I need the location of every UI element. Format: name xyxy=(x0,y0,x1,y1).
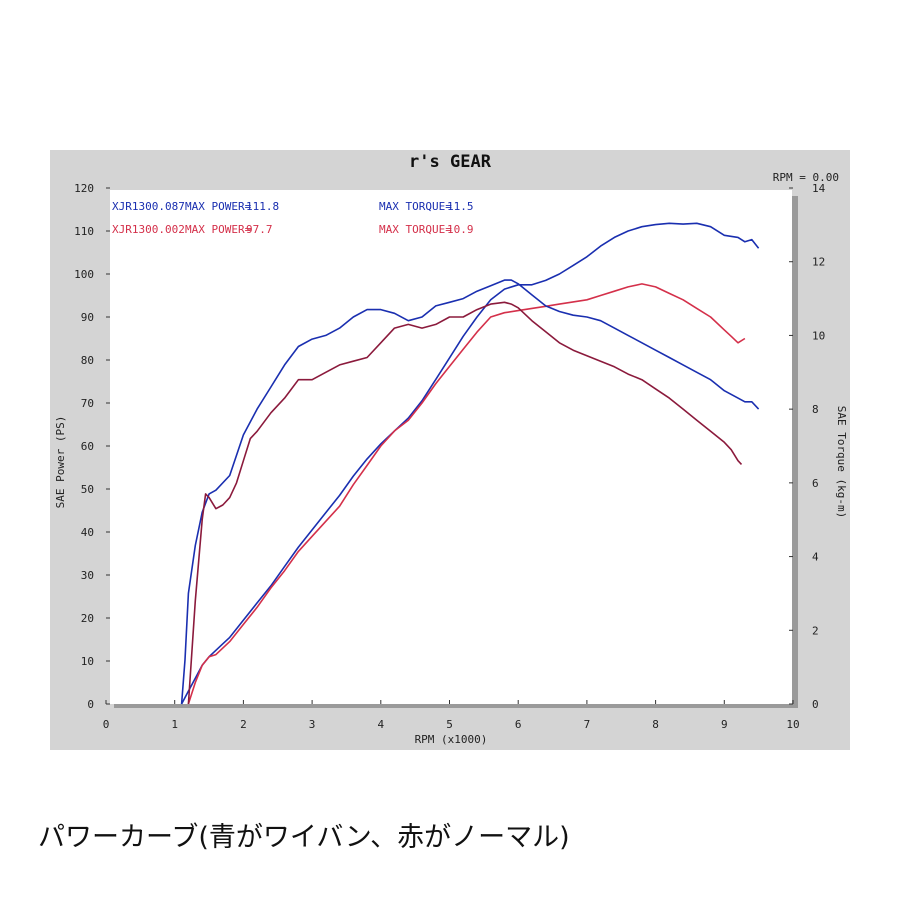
power-curve-xjr1300-002 xyxy=(187,283,746,705)
legend-power-label: MAX POWER= xyxy=(185,200,252,213)
x-tick-label: 4 xyxy=(377,718,384,731)
x-tick-label: 0 xyxy=(103,718,110,731)
y-axis-left-label: SAE Power (PS) xyxy=(54,416,67,509)
y-right-tick-label: 10 xyxy=(812,329,825,342)
y-axis-right-label: SAE Torque (kg-m) xyxy=(835,406,848,519)
legend-torque-label: MAX TORQUE= xyxy=(379,200,452,213)
plot-area-shadow-bottom xyxy=(114,704,798,708)
y-right-tick-label: 4 xyxy=(812,551,819,564)
legend-power-value: 111.8 xyxy=(246,200,279,213)
y-left-tick-label: 90 xyxy=(81,311,94,324)
y-axis-left: 0 10 20 30 40 50 60 70 80 90 100 110 120 xyxy=(74,182,110,711)
x-tick-label: 1 xyxy=(171,718,178,731)
x-tick-label: 8 xyxy=(652,718,659,731)
x-tick-label: 6 xyxy=(515,718,522,731)
dyno-chart-panel: r's GEAR RPM = 0.00 RPM (x1000) SAE Powe… xyxy=(50,150,850,750)
y-left-tick-label: 0 xyxy=(87,698,94,711)
y-right-tick-label: 8 xyxy=(812,403,819,416)
y-left-tick-label: 30 xyxy=(81,569,94,582)
legend-power-value: 97.7 xyxy=(246,223,273,236)
x-axis: 0 1 2 3 4 5 6 7 8 9 10 xyxy=(103,700,800,731)
caption: パワーカーブ(青がワイバン、赤がノーマル) xyxy=(38,822,570,853)
y-right-tick-label: 0 xyxy=(812,698,819,711)
y-left-tick-label: 70 xyxy=(81,397,94,410)
y-left-tick-label: 60 xyxy=(81,440,94,453)
y-right-tick-label: 14 xyxy=(812,182,826,195)
y-left-tick-label: 80 xyxy=(81,354,94,367)
y-left-tick-label: 110 xyxy=(74,225,94,238)
legend-run-name: XJR1300.002 xyxy=(112,223,185,236)
y-left-tick-label: 10 xyxy=(81,655,94,668)
y-right-tick-label: 12 xyxy=(812,256,825,269)
y-left-tick-label: 100 xyxy=(74,268,94,281)
legend-torque-value: 10.9 xyxy=(447,223,474,236)
dyno-chart: r's GEAR RPM = 0.00 RPM (x1000) SAE Powe… xyxy=(54,152,848,746)
plot-area xyxy=(110,190,792,704)
x-tick-label: 7 xyxy=(584,718,591,731)
y-right-tick-label: 2 xyxy=(812,624,819,637)
legend-torque-value: 11.5 xyxy=(447,200,474,213)
y-left-tick-label: 50 xyxy=(81,483,94,496)
y-left-tick-label: 40 xyxy=(81,526,94,539)
x-tick-label: 10 xyxy=(786,718,799,731)
x-tick-label: 3 xyxy=(309,718,316,731)
rpm-readout: RPM = 0.00 xyxy=(773,171,839,184)
legend-run-name: XJR1300.087 xyxy=(112,200,185,213)
legend-power-label: MAX POWER= xyxy=(185,223,252,236)
chart-title: r's GEAR xyxy=(409,152,492,172)
plot-area-shadow-right xyxy=(792,196,798,708)
legend: XJR1300.087 MAX POWER= 111.8 MAX TORQUE=… xyxy=(112,200,474,236)
torque-curve-xjr1300-087 xyxy=(180,279,760,705)
x-tick-label: 2 xyxy=(240,718,247,731)
y-left-tick-label: 20 xyxy=(81,612,94,625)
curves xyxy=(180,222,760,705)
y-left-tick-label: 120 xyxy=(74,182,94,195)
y-axis-right: 0 2 4 6 8 10 12 14 xyxy=(789,182,826,711)
x-tick-label: 5 xyxy=(446,718,453,731)
power-curve-xjr1300-087 xyxy=(180,222,760,705)
x-axis-label: RPM (x1000) xyxy=(415,733,488,746)
legend-torque-label: MAX TORQUE= xyxy=(379,223,452,236)
x-tick-label: 9 xyxy=(721,718,728,731)
y-right-tick-label: 6 xyxy=(812,477,819,490)
torque-curve-xjr1300-002 xyxy=(187,301,743,705)
